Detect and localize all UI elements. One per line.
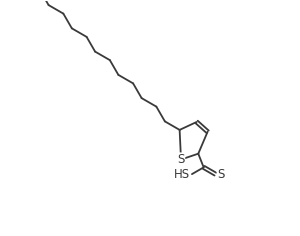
Text: S: S: [217, 168, 225, 181]
Text: S: S: [177, 153, 185, 166]
Text: HS: HS: [174, 168, 190, 181]
